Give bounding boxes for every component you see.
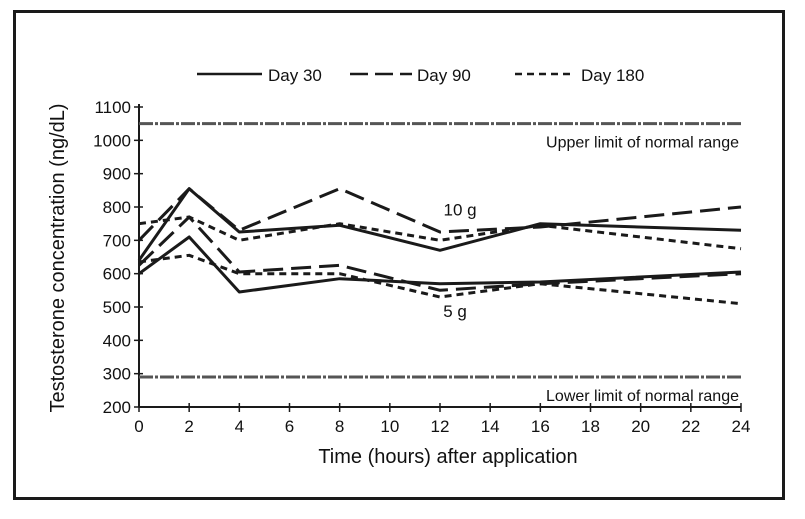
x-tick-label: 24 [732, 417, 751, 436]
dose-annotation: 5 g [443, 302, 467, 321]
x-tick-label: 20 [631, 417, 650, 436]
y-axis-title: Testosterone concentration (ng/dL) [47, 103, 69, 412]
y-tick-label: 700 [103, 231, 131, 250]
y-tick-label: 300 [103, 365, 131, 384]
x-tick-label: 14 [481, 417, 500, 436]
legend-label-day-30: Day 30 [268, 66, 322, 85]
annotation-layer: 10 g 5 g [443, 200, 476, 321]
y-tick-label: 200 [103, 398, 131, 417]
reference-line-label: Upper limit of normal range [546, 135, 739, 152]
x-tick-label: 22 [681, 417, 700, 436]
series-line-day-30-5g [138, 235, 742, 294]
x-tick-label: 0 [134, 417, 143, 436]
series-line-day-180-5g [138, 253, 742, 306]
x-tick-label: 8 [335, 417, 344, 436]
y-tick-label: 400 [103, 331, 131, 350]
reference-line-label: Lower limit of normal range [546, 388, 739, 405]
series-layer [137, 187, 742, 306]
x-tick-label: 10 [380, 417, 399, 436]
series-line-day-90-10g [137, 187, 742, 242]
dose-annotation: 10 g [444, 200, 477, 219]
legend-label-day-180: Day 180 [581, 66, 644, 85]
x-axis-title: Time (hours) after application [318, 446, 577, 468]
legend-label-day-90: Day 90 [417, 66, 471, 85]
y-tick-label: 800 [103, 198, 131, 217]
x-tick-label: 16 [531, 417, 550, 436]
y-tick-label: 1100 [94, 98, 131, 117]
reference-lines: Upper limit of normal range Lower limit o… [139, 122, 741, 405]
legend: Day 30 Day 90 Day 180 [197, 66, 644, 85]
x-tick-label: 2 [184, 417, 193, 436]
x-tick-label: 4 [235, 417, 244, 436]
series-line-day-30-10g [137, 187, 742, 262]
y-tick-label: 600 [103, 265, 131, 284]
x-tick-label: 6 [285, 417, 294, 436]
y-tick-label: 900 [103, 165, 131, 184]
x-tick-label: 18 [581, 417, 600, 436]
y-tick-label: 500 [103, 298, 131, 317]
y-tick-label: 1000 [93, 131, 131, 150]
x-tick-label: 12 [431, 417, 450, 436]
